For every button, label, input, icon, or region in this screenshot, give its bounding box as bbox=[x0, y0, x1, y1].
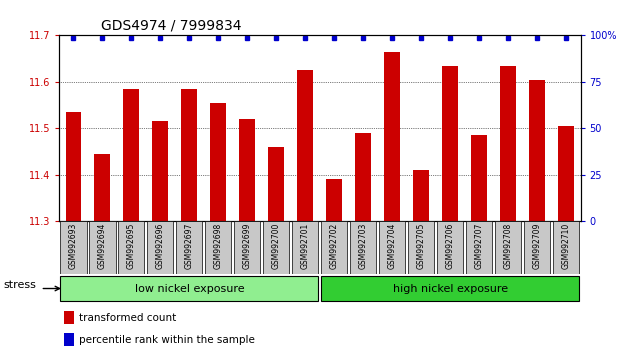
Bar bbox=[471, 135, 487, 221]
Bar bbox=[234, 221, 260, 274]
Text: GSM992707: GSM992707 bbox=[474, 223, 484, 269]
Text: GSM992697: GSM992697 bbox=[185, 223, 194, 269]
Text: GSM992704: GSM992704 bbox=[388, 223, 397, 269]
Text: GSM992705: GSM992705 bbox=[417, 223, 426, 269]
Text: GSM992696: GSM992696 bbox=[156, 223, 165, 269]
Bar bbox=[379, 221, 406, 274]
Bar bbox=[147, 221, 173, 274]
Bar bbox=[384, 52, 400, 221]
Bar bbox=[355, 133, 371, 221]
Text: GSM992698: GSM992698 bbox=[214, 223, 223, 269]
Bar bbox=[321, 276, 579, 301]
Bar bbox=[263, 221, 289, 274]
Bar bbox=[66, 112, 81, 221]
Text: stress: stress bbox=[3, 280, 36, 290]
Bar bbox=[292, 221, 319, 274]
Bar bbox=[64, 312, 74, 324]
Text: GDS4974 / 7999834: GDS4974 / 7999834 bbox=[101, 19, 241, 33]
Bar bbox=[495, 221, 521, 274]
Text: GSM992695: GSM992695 bbox=[127, 223, 136, 269]
Bar bbox=[558, 126, 574, 221]
Bar bbox=[60, 276, 319, 301]
Text: GSM992702: GSM992702 bbox=[330, 223, 339, 269]
Bar bbox=[119, 221, 145, 274]
Text: GSM992693: GSM992693 bbox=[69, 223, 78, 269]
Text: GSM992706: GSM992706 bbox=[446, 223, 455, 269]
Text: GSM992699: GSM992699 bbox=[243, 223, 252, 269]
Text: GSM992709: GSM992709 bbox=[533, 223, 542, 269]
Bar bbox=[239, 119, 255, 221]
Bar bbox=[89, 221, 116, 274]
Text: GSM992710: GSM992710 bbox=[561, 223, 571, 269]
Bar bbox=[206, 221, 232, 274]
Bar bbox=[211, 103, 226, 221]
Bar bbox=[152, 121, 168, 221]
Bar bbox=[60, 221, 86, 274]
Text: GSM992694: GSM992694 bbox=[98, 223, 107, 269]
Text: low nickel exposure: low nickel exposure bbox=[135, 284, 244, 293]
Bar bbox=[268, 147, 284, 221]
Text: GSM992703: GSM992703 bbox=[359, 223, 368, 269]
Bar bbox=[553, 221, 579, 274]
Bar bbox=[181, 89, 197, 221]
Bar bbox=[442, 65, 458, 221]
Bar bbox=[94, 154, 111, 221]
Bar bbox=[437, 221, 463, 274]
Text: high nickel exposure: high nickel exposure bbox=[392, 284, 508, 293]
Bar bbox=[297, 70, 313, 221]
Bar bbox=[350, 221, 376, 274]
Bar bbox=[529, 80, 545, 221]
Text: percentile rank within the sample: percentile rank within the sample bbox=[79, 335, 255, 345]
Text: transformed count: transformed count bbox=[79, 313, 176, 323]
Bar bbox=[176, 221, 202, 274]
Bar bbox=[327, 179, 342, 221]
Bar bbox=[408, 221, 434, 274]
Bar bbox=[414, 170, 429, 221]
Text: GSM992708: GSM992708 bbox=[504, 223, 513, 269]
Text: GSM992700: GSM992700 bbox=[272, 223, 281, 269]
Text: GSM992701: GSM992701 bbox=[301, 223, 310, 269]
Bar bbox=[466, 221, 492, 274]
Bar bbox=[64, 333, 74, 346]
Bar bbox=[524, 221, 550, 274]
Bar bbox=[124, 89, 139, 221]
Bar bbox=[501, 65, 516, 221]
Bar bbox=[321, 221, 347, 274]
